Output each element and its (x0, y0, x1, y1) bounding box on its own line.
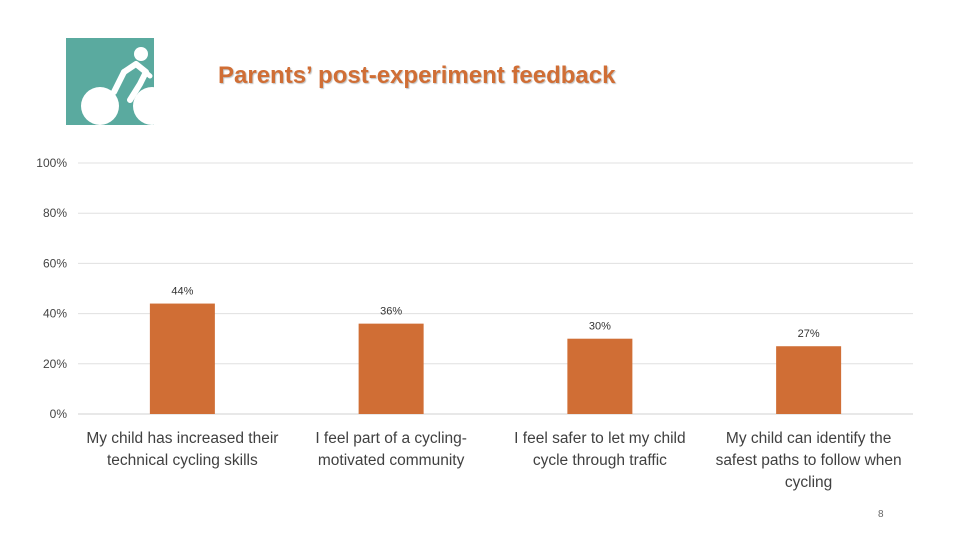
data-label: 30% (589, 321, 611, 333)
x-category-label: My child has increased their technical cy… (86, 430, 279, 469)
y-tick-label: 40% (43, 307, 67, 321)
x-category-label: My child can identify the safest paths to… (715, 430, 902, 491)
bar (776, 346, 842, 414)
data-label: 36% (380, 306, 402, 318)
data-label: 27% (798, 328, 820, 340)
page-number: 8 (878, 509, 884, 520)
y-tick-label: 80% (43, 206, 67, 220)
bar (149, 303, 215, 414)
y-tick-label: 100% (36, 156, 67, 170)
cyclist-logo-icon (66, 38, 171, 125)
y-tick-label: 60% (43, 256, 67, 270)
bar (567, 338, 633, 414)
data-label: 44% (171, 286, 193, 298)
x-category-label: I feel part of a cycling-motivated commu… (315, 430, 467, 469)
bar (358, 323, 424, 414)
y-tick-label: 0% (50, 407, 68, 421)
x-category-label: I feel safer to let my child cycle throug… (514, 430, 686, 469)
y-tick-label: 20% (43, 357, 67, 371)
slide-title: Parents’ post-experiment feedback (218, 62, 616, 89)
